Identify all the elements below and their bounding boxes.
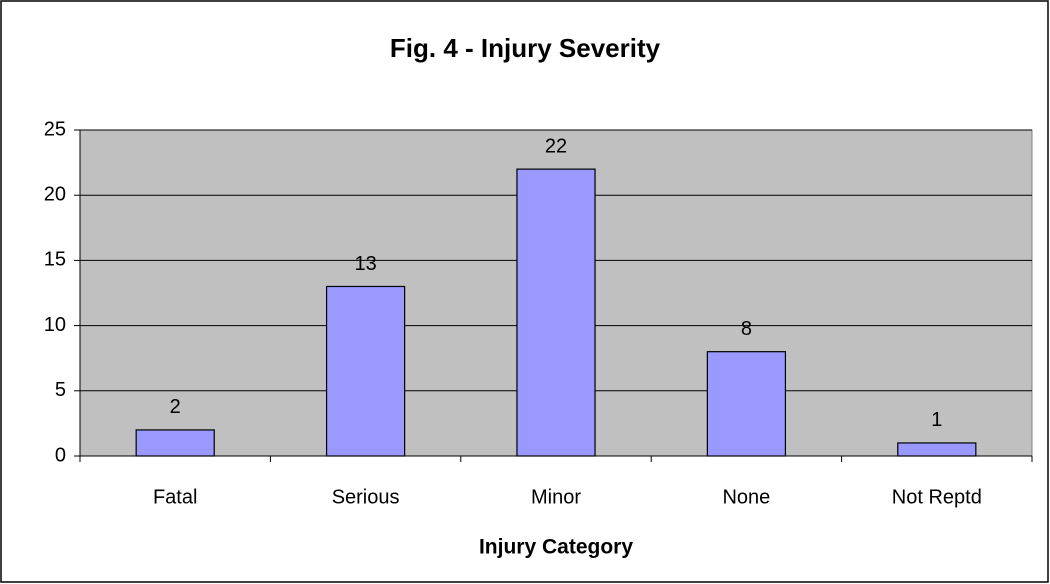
y-tick-label: 10 — [44, 314, 66, 336]
x-tick-label: Minor — [531, 486, 581, 508]
y-tick-label: 15 — [44, 249, 66, 271]
x-tick-label: None — [722, 486, 770, 508]
bar — [897, 442, 977, 457]
x-tick-label: Not Reptd — [892, 486, 982, 508]
data-label: 13 — [354, 253, 376, 275]
chart-title: Fig. 4 - Injury Severity — [390, 33, 661, 63]
data-label: 8 — [741, 318, 752, 340]
x-axis-title: Injury Category — [479, 536, 633, 559]
bar — [135, 429, 215, 457]
bar — [516, 168, 596, 457]
y-tick-label: 5 — [55, 379, 66, 401]
x-tick-label: Fatal — [153, 486, 197, 508]
data-label: 22 — [545, 135, 567, 157]
bar — [325, 285, 406, 457]
x-tick-label: Serious — [332, 486, 400, 508]
bar — [706, 351, 787, 457]
y-tick-label: 0 — [55, 444, 66, 466]
data-label: 1 — [931, 409, 942, 431]
y-tick-label: 25 — [44, 118, 66, 140]
y-tick-label: 20 — [44, 183, 66, 205]
data-label: 2 — [170, 396, 181, 418]
